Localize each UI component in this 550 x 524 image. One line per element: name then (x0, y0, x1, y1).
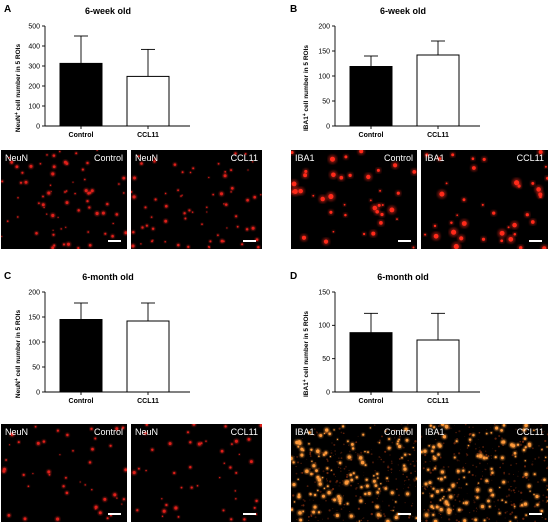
condition-label: CCL11 (230, 427, 258, 437)
bar-control (349, 66, 393, 127)
bar-control (349, 332, 393, 393)
bar-chart-c: NeuN+ cell number in 5 ROIs 0 50 100 150 200… (14, 289, 190, 405)
bar-chart-a: NeuN+ cell number in 5 ROIs 0 100 200 300 40… (14, 23, 190, 139)
condition-label: Control (383, 153, 413, 163)
marker-label: IBA1 (425, 427, 445, 437)
scale-bar (529, 240, 542, 242)
micrograph-texture (291, 424, 417, 522)
marker-label: IBA1 (295, 427, 315, 437)
y-tick-label: 100 (28, 103, 40, 110)
y-tick-label: 150 (28, 314, 40, 321)
y-tick-label: 0 (36, 123, 40, 130)
panel-letter-b: B (290, 4, 298, 15)
panel-title-c: 6-month old (82, 272, 134, 282)
scale-bar (108, 240, 121, 242)
micrograph-texture (291, 150, 417, 249)
marker-label: NeuN (135, 427, 159, 437)
x-category-label: CCL11 (427, 132, 449, 139)
condition-label: Control (383, 427, 413, 437)
micrograph-iba1-ccl11-6week: IBA1 CCL11 (421, 150, 548, 249)
scale-bar (243, 240, 256, 242)
y-tick-label: 200 (28, 289, 40, 296)
panel-title-b: 6-week old (379, 6, 426, 16)
bar-ccl11 (126, 75, 170, 127)
condition-label: Control (93, 427, 123, 437)
panel-title-d: 6-month old (377, 272, 429, 282)
condition-label: Control (93, 153, 123, 163)
bar-control (59, 62, 103, 127)
bar-control (59, 319, 103, 393)
y-axis-label: IBA1+ cell number in 5 ROIs (302, 311, 310, 397)
micrograph-texture (1, 150, 127, 249)
micrograph-iba1-ccl11-6month: IBA1 CCL11 (421, 424, 548, 522)
scale-bar (398, 513, 411, 515)
bar-ccl11 (416, 339, 460, 393)
x-category-label: Control (359, 398, 384, 405)
condition-label: CCL11 (516, 427, 544, 437)
marker-label: NeuN (135, 153, 159, 163)
x-category-label: CCL11 (427, 398, 449, 405)
condition-label: CCL11 (230, 153, 258, 163)
y-axis-label: IBA1+ cell number in 5 ROIs (302, 45, 310, 131)
bar-chart-d: IBA1+ cell number in 5 ROIs 0 50 100 150 Con… (302, 289, 480, 405)
bar-ccl11 (126, 320, 170, 393)
micrograph-neun-control-6month: NeuN Control (1, 424, 127, 522)
marker-label: NeuN (5, 153, 29, 163)
y-tick-label: 200 (318, 23, 330, 30)
scale-bar (398, 240, 411, 242)
condition-label: CCL11 (516, 153, 544, 163)
marker-label: NeuN (5, 427, 29, 437)
y-tick-label: 400 (28, 43, 40, 50)
x-category-label: CCL11 (137, 398, 159, 405)
scale-bar (108, 513, 121, 515)
bar-chart-b: IBA1+ cell number in 5 ROIs 0 50 100 150 200… (302, 23, 480, 139)
y-tick-label: 0 (326, 123, 330, 130)
y-tick-label: 50 (32, 364, 40, 371)
y-tick-label: 50 (322, 98, 330, 105)
y-tick-label: 100 (318, 323, 330, 330)
y-tick-label: 0 (326, 389, 330, 396)
marker-label: IBA1 (425, 153, 445, 163)
panel-title-a: 6-week old (84, 6, 131, 16)
x-category-label: Control (69, 132, 94, 139)
micrograph-texture (421, 424, 548, 522)
scale-bar (243, 513, 256, 515)
panel-letter-a: A (4, 4, 12, 15)
micrograph-iba1-control-6week: IBA1 Control (291, 150, 417, 249)
y-axis-label: NeuN+ cell number in 5 ROIs (14, 310, 22, 399)
x-category-label: Control (359, 132, 384, 139)
micrograph-iba1-control-6month: IBA1 Control (291, 424, 417, 522)
micrograph-texture (131, 150, 262, 249)
micrograph-neun-control-6week: NeuN Control (1, 150, 127, 249)
y-tick-label: 0 (36, 389, 40, 396)
scale-bar (529, 513, 542, 515)
y-tick-label: 100 (318, 73, 330, 80)
y-tick-label: 200 (28, 83, 40, 90)
y-tick-label: 150 (318, 48, 330, 55)
micrograph-texture (421, 150, 548, 249)
micrograph-texture (1, 424, 127, 522)
y-tick-label: 300 (28, 63, 40, 70)
micrograph-neun-ccl11-6week: NeuN CCL11 (131, 150, 262, 249)
panel-letter-d: D (290, 271, 298, 282)
y-tick-label: 150 (318, 289, 330, 296)
y-tick-label: 500 (28, 23, 40, 30)
panel-letter-c: C (4, 271, 12, 282)
marker-label: IBA1 (295, 153, 315, 163)
y-axis-label: NeuN+ cell number in 5 ROIs (14, 44, 22, 133)
x-category-label: Control (69, 398, 94, 405)
micrograph-texture (131, 424, 262, 522)
y-tick-label: 50 (322, 356, 330, 363)
bar-ccl11 (416, 54, 460, 127)
x-category-label: CCL11 (137, 132, 159, 139)
y-tick-label: 100 (28, 339, 40, 346)
micrograph-neun-ccl11-6month: NeuN CCL11 (131, 424, 262, 522)
